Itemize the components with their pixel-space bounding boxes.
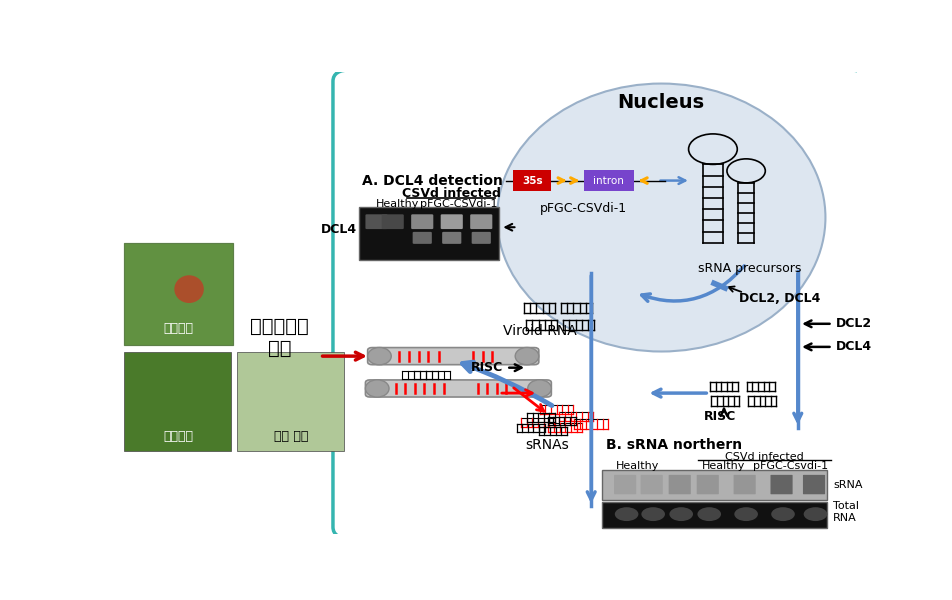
FancyBboxPatch shape: [641, 475, 663, 494]
Text: RISC: RISC: [704, 410, 736, 422]
Text: pFGC-CSVdi-1: pFGC-CSVdi-1: [420, 199, 497, 209]
FancyBboxPatch shape: [442, 232, 462, 244]
Ellipse shape: [698, 507, 721, 521]
Text: CSVd infected: CSVd infected: [725, 452, 803, 462]
FancyBboxPatch shape: [237, 352, 344, 451]
Text: DCL2: DCL2: [836, 317, 872, 330]
Text: Healthy: Healthy: [616, 461, 660, 471]
FancyBboxPatch shape: [513, 170, 551, 191]
FancyBboxPatch shape: [366, 214, 387, 229]
Ellipse shape: [174, 275, 204, 303]
Ellipse shape: [642, 507, 664, 521]
Text: B. sRNA northern: B. sRNA northern: [606, 438, 742, 452]
FancyBboxPatch shape: [470, 214, 492, 229]
Text: RISC: RISC: [470, 361, 503, 374]
Text: DCL4: DCL4: [836, 340, 872, 353]
FancyBboxPatch shape: [333, 70, 866, 539]
Text: pFGC-CSVdi-1: pFGC-CSVdi-1: [540, 202, 627, 215]
FancyBboxPatch shape: [697, 475, 719, 494]
FancyBboxPatch shape: [367, 347, 539, 365]
Text: sRNAs: sRNAs: [526, 438, 568, 452]
FancyBboxPatch shape: [441, 214, 463, 229]
Text: sRNA: sRNA: [833, 479, 863, 490]
Text: Total
RNA: Total RNA: [833, 501, 860, 523]
FancyBboxPatch shape: [124, 243, 233, 344]
Text: 순자르기: 순자르기: [163, 430, 193, 443]
Text: DCL4: DCL4: [321, 223, 357, 236]
FancyBboxPatch shape: [603, 502, 827, 529]
Text: intron: intron: [593, 176, 625, 185]
Text: 삽수채취: 삽수채취: [164, 322, 194, 335]
FancyBboxPatch shape: [584, 170, 634, 191]
Ellipse shape: [366, 380, 389, 397]
FancyBboxPatch shape: [366, 380, 551, 397]
FancyBboxPatch shape: [124, 352, 231, 451]
FancyBboxPatch shape: [359, 208, 499, 260]
Text: CSVd infected: CSVd infected: [402, 187, 501, 200]
FancyBboxPatch shape: [471, 232, 491, 244]
FancyBboxPatch shape: [770, 475, 793, 494]
Ellipse shape: [497, 83, 825, 352]
Text: 바이로이드
감염: 바이로이드 감염: [250, 317, 309, 358]
Text: 결순 제거: 결순 제거: [274, 430, 308, 443]
Ellipse shape: [803, 507, 827, 521]
Text: A. DCL4 detection: A. DCL4 detection: [363, 173, 504, 188]
Ellipse shape: [734, 507, 758, 521]
FancyBboxPatch shape: [411, 214, 433, 229]
Text: 35s: 35s: [522, 176, 543, 185]
Ellipse shape: [669, 507, 693, 521]
FancyBboxPatch shape: [603, 470, 827, 500]
Text: sRNA precursors: sRNA precursors: [698, 262, 802, 275]
FancyBboxPatch shape: [803, 475, 825, 494]
FancyBboxPatch shape: [668, 475, 691, 494]
Ellipse shape: [615, 507, 639, 521]
Text: Healthy: Healthy: [703, 461, 745, 471]
Ellipse shape: [367, 347, 391, 365]
Text: Viroid RNA: Viroid RNA: [503, 324, 576, 338]
Text: DCL2, DCL4: DCL2, DCL4: [739, 292, 820, 305]
FancyBboxPatch shape: [614, 475, 636, 494]
Ellipse shape: [771, 507, 795, 521]
Text: Nucleus: Nucleus: [618, 92, 704, 112]
Text: pFGC-Csvdi-1: pFGC-Csvdi-1: [753, 461, 828, 471]
FancyBboxPatch shape: [412, 232, 432, 244]
Ellipse shape: [515, 347, 539, 365]
FancyBboxPatch shape: [382, 214, 404, 229]
Ellipse shape: [527, 380, 551, 397]
Text: Healthy: Healthy: [376, 199, 420, 209]
FancyBboxPatch shape: [734, 475, 756, 494]
